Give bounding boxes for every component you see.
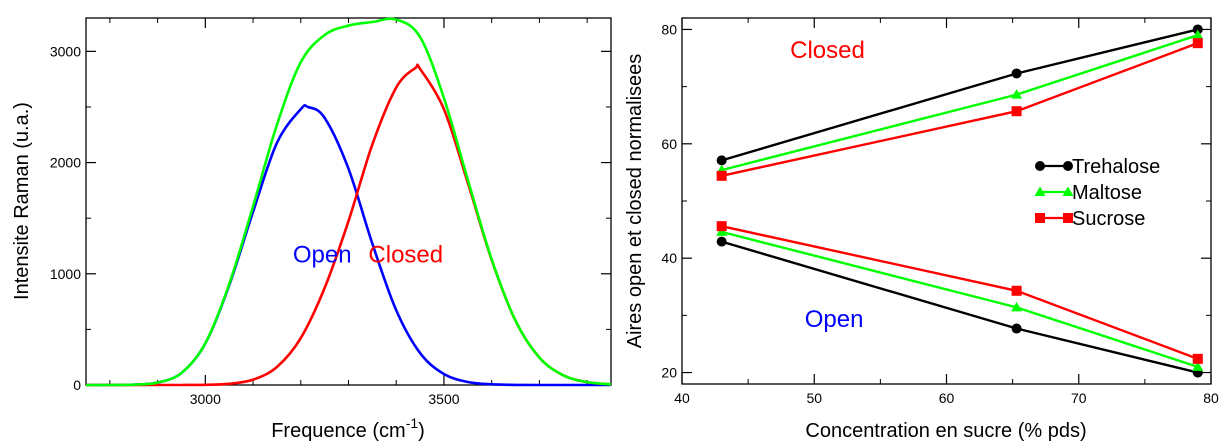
legend-marker-trehalose-2 — [1063, 161, 1073, 171]
data-point-trehalose-closed — [1011, 68, 1022, 79]
plot1-curves — [85, 17, 612, 387]
normalized-areas-chart: 40 50 60 70 80 20 40 60 80 Closed Open Trehalose… — [624, 17, 1219, 442]
legend-label-sucrose: Sucrose — [1072, 208, 1145, 230]
plot1-annotation-closed: Closed — [368, 242, 443, 269]
plot1-y-tick-label: 3000 — [50, 43, 81, 59]
data-point-trehalose-closed — [1192, 24, 1203, 35]
plot1-x-axis-label-end: ) — [418, 420, 425, 442]
data-point-sucrose-open — [716, 221, 727, 232]
data-point-maltose-closed — [1192, 29, 1204, 40]
data-point-trehalose-open — [716, 236, 727, 247]
data-point-sucrose-closed — [716, 170, 727, 181]
legend-item-maltose: Maltose — [1034, 182, 1142, 204]
plot2-annotation-open: Open — [805, 306, 864, 333]
data-point-maltose-closed — [1011, 89, 1023, 99]
plot2-series — [716, 24, 1204, 378]
plot2-annotation-closed: Closed — [790, 37, 865, 64]
legend-marker-maltose — [1034, 186, 1046, 196]
plot1-x-tick-label: 3000 — [190, 391, 221, 407]
plot2-x-tick-label: 40 — [674, 390, 690, 406]
plot2-legend: Trehalose Maltose Sucrose — [1034, 156, 1160, 230]
closed-band-curve — [86, 63, 612, 387]
plot1-frame — [85, 17, 612, 386]
plot1-x-tick-label: 3500 — [428, 391, 459, 407]
plot2-y-tick-label: 40 — [661, 250, 677, 266]
legend-item-trehalose: Trehalose — [1035, 156, 1160, 178]
data-point-maltose-open — [1011, 301, 1023, 312]
legend-marker-sucrose — [1035, 213, 1045, 223]
data-point-trehalose-closed — [716, 155, 727, 166]
plot1-annotation-open: Open — [293, 242, 352, 269]
legend-label-maltose: Maltose — [1072, 182, 1142, 204]
raman-spectrum-chart: 3000 3500 0 1000 2000 3000 Open Closed Freque… — [11, 17, 612, 442]
plot1-y-axis-label: Intensite Raman (u.a.) — [11, 102, 33, 300]
data-point-trehalose-open — [1011, 323, 1022, 334]
data-point-sucrose-open — [1192, 353, 1203, 364]
data-point-sucrose-closed — [1192, 38, 1203, 49]
data-point-sucrose-closed — [1011, 106, 1022, 117]
legend-marker-trehalose — [1035, 161, 1045, 171]
plot1-y-tick-label: 0 — [73, 377, 81, 393]
plot1-x-axis-label-sup: -1 — [406, 415, 419, 431]
plot2-y-tick-label: 80 — [661, 21, 677, 37]
plot2-x-tick-label: 80 — [1203, 390, 1219, 406]
plot1-ticks: 3000 3500 0 1000 2000 3000 — [50, 18, 611, 407]
plot1-y-tick-label: 2000 — [50, 155, 81, 171]
plot1-x-axis-label: Frequence (cm-1) — [271, 415, 425, 442]
plot2-y-tick-label: 60 — [661, 136, 677, 152]
series-line-trehalose-open — [721, 240, 1199, 374]
plot2-y-axis-label: Aires open et closed normalisees — [624, 54, 646, 349]
plot2-y-tick-label: 20 — [661, 365, 677, 381]
data-point-maltose-open — [1192, 361, 1204, 371]
legend-label-trehalose: Trehalose — [1072, 156, 1160, 178]
plot2-x-axis-label: Concentration en sucre (% pds) — [805, 420, 1086, 442]
data-point-sucrose-open — [1011, 285, 1022, 296]
total-spectrum-curve — [85, 17, 612, 387]
plot2-x-tick-label: 60 — [939, 390, 955, 406]
legend-item-sucrose: Sucrose — [1035, 208, 1145, 230]
legend-marker-maltose-2 — [1062, 186, 1074, 196]
plot1-y-tick-label: 1000 — [50, 266, 81, 282]
plot2-x-tick-label: 70 — [1071, 390, 1087, 406]
legend-marker-sucrose-2 — [1063, 213, 1073, 223]
plot2-x-tick-label: 50 — [806, 390, 822, 406]
series-line-maltose-open — [721, 230, 1199, 368]
plot1-x-axis-label-main: Frequence (cm — [271, 420, 406, 442]
